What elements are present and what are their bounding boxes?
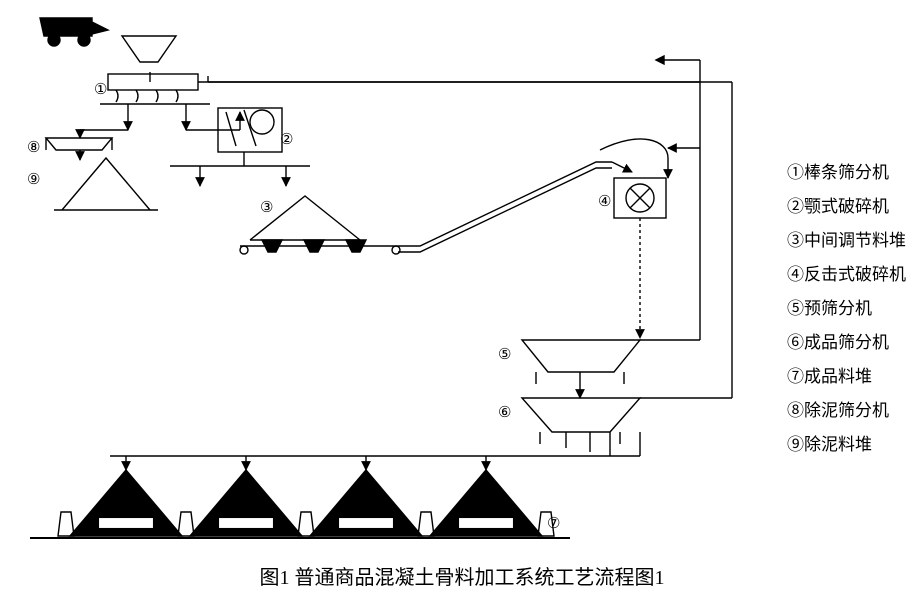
node-marker: ③ xyxy=(260,198,273,217)
node-marker: ⑤ xyxy=(498,345,511,364)
legend-item: ⑥成品筛分机 xyxy=(787,326,906,360)
node-marker: ⑦ xyxy=(547,514,560,533)
node-marker: ① xyxy=(94,80,107,99)
node-marker: ② xyxy=(280,130,293,149)
node-marker: ⑧ xyxy=(27,138,40,157)
legend-item: ⑤预筛分机 xyxy=(787,292,906,326)
legend: ①棒条筛分机②颚式破碎机③中间调节料堆④反击式破碎机⑤预筛分机⑥成品筛分机⑦成品… xyxy=(787,156,906,462)
diagram-canvas xyxy=(0,0,924,594)
legend-item: ⑨除泥料堆 xyxy=(787,428,906,462)
node-marker: ⑨ xyxy=(27,170,40,189)
legend-item: ③中间调节料堆 xyxy=(787,224,906,258)
legend-item: ⑧除泥筛分机 xyxy=(787,394,906,428)
node-marker: ④ xyxy=(598,192,611,211)
figure-caption: 图1 普通商品混凝土骨料加工系统工艺流程图1 xyxy=(0,561,924,590)
legend-item: ②颚式破碎机 xyxy=(787,190,906,224)
flow-svg xyxy=(0,0,924,594)
legend-item: ①棒条筛分机 xyxy=(787,156,906,190)
node-marker: ⑥ xyxy=(498,403,511,422)
legend-item: ④反击式破碎机 xyxy=(787,258,906,292)
legend-item: ⑦成品料堆 xyxy=(787,360,906,394)
